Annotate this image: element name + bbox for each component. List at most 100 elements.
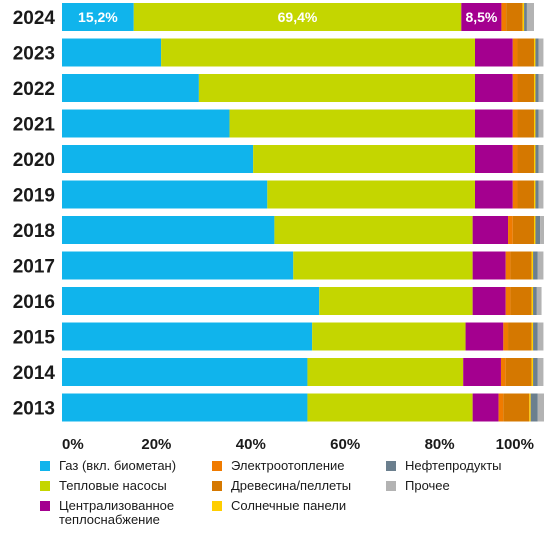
legend-swatch — [40, 481, 50, 491]
bar-segment — [319, 287, 473, 315]
bar-segment — [161, 38, 475, 67]
bar-segment — [505, 358, 532, 386]
bar-segment — [62, 180, 268, 209]
bar-segment — [62, 109, 230, 138]
bar-segment — [475, 38, 513, 67]
bar-segment — [505, 287, 511, 315]
bar-segment — [517, 180, 534, 209]
bar-segment — [472, 287, 506, 315]
bar-segment — [503, 393, 530, 422]
bar-segment — [534, 145, 536, 173]
y-tick-label: 2013 — [13, 399, 55, 420]
bar-row — [62, 216, 544, 244]
bar-segment — [531, 358, 534, 386]
bar-segment — [538, 180, 544, 209]
legend-item: Нефтепродукты — [386, 459, 502, 473]
bar-row — [62, 38, 544, 67]
bar-segment — [62, 358, 308, 386]
bar-segment — [538, 109, 544, 138]
bar-segment — [312, 322, 466, 351]
legend-swatch — [212, 501, 222, 511]
bar-segment — [535, 180, 539, 209]
bar-segment — [534, 180, 536, 209]
legend-item: Газ (вкл. биометан) — [40, 459, 176, 473]
bar-segment — [531, 251, 534, 280]
bar-segment — [472, 251, 506, 280]
bar-segment — [533, 287, 537, 315]
bar-segment — [531, 322, 534, 351]
bar-segment — [535, 109, 539, 138]
bar-segment — [533, 358, 538, 386]
bar-segment — [517, 145, 534, 173]
bars-layer — [62, 3, 544, 422]
bar-segment — [538, 74, 544, 102]
bar-segment — [535, 74, 539, 102]
bar-segment — [512, 74, 518, 102]
bar-segment — [533, 251, 538, 280]
legend-swatch — [386, 461, 396, 471]
bar-segment — [533, 322, 538, 351]
bar-segment — [512, 109, 518, 138]
bar-row — [62, 358, 544, 386]
bar-segment — [517, 38, 534, 67]
y-tick-label: 2022 — [13, 79, 55, 100]
x-axis-ticks: 0% 20% 40% 60% 80% 100% — [62, 436, 534, 453]
bar-segment — [475, 74, 513, 102]
bar-segment — [62, 216, 275, 244]
bar-segment — [503, 322, 509, 351]
bar-segment — [62, 393, 308, 422]
bar-row — [62, 393, 544, 422]
bar-row — [62, 145, 544, 173]
bar-segment — [475, 109, 513, 138]
bar-segment — [534, 109, 536, 138]
bar-segment — [517, 74, 534, 102]
legend-label: Древесина/пеллеты — [231, 478, 352, 493]
bar-segment — [62, 38, 162, 67]
bar-segment — [500, 358, 506, 386]
bar-segment — [538, 145, 544, 173]
bar-segment — [537, 393, 544, 422]
bar-segment — [535, 145, 539, 173]
legend-item: Прочее — [386, 479, 450, 493]
x-tick-label: 100% — [496, 436, 534, 453]
bar-row — [62, 322, 544, 351]
bar-segment — [475, 180, 513, 209]
bar-segment — [274, 216, 473, 244]
bar-segment — [538, 38, 544, 67]
bar-segment — [506, 3, 523, 31]
bar-segment — [510, 251, 532, 280]
bar-segment — [133, 3, 462, 31]
bar-segment — [62, 322, 313, 351]
bar-segment — [510, 287, 532, 315]
y-tick-label: 2019 — [13, 186, 55, 207]
y-tick-label: 2016 — [13, 292, 55, 313]
bar-segment — [540, 216, 544, 244]
bar-segment — [529, 393, 531, 422]
bar-segment — [475, 145, 513, 173]
legend-swatch — [386, 481, 396, 491]
bar-segment — [530, 393, 538, 422]
bar-segment — [472, 393, 499, 422]
legend-label: Тепловые насосы — [59, 478, 167, 493]
data-label: 15,2% — [78, 9, 118, 25]
legend-item: Централизованное теплоснабжение — [40, 499, 180, 527]
bar-segment — [62, 145, 254, 173]
bar-row — [62, 74, 544, 102]
bar-segment — [526, 3, 534, 31]
x-tick-label: 20% — [141, 436, 171, 453]
y-tick-label: 2021 — [13, 115, 56, 136]
legend-swatch — [40, 461, 50, 471]
bar-row — [62, 3, 534, 31]
bar-segment — [522, 3, 525, 31]
bar-row — [62, 180, 544, 209]
legend-label: Прочее — [405, 478, 450, 493]
y-tick-label: 2015 — [13, 328, 56, 349]
legend: Газ (вкл. биометан) Тепловые насосы Центра… — [40, 459, 540, 531]
bar-segment — [535, 38, 539, 67]
bar-segment — [307, 358, 464, 386]
bar-segment — [512, 180, 518, 209]
bar-segment — [307, 393, 473, 422]
y-tick-label: 2014 — [13, 363, 56, 384]
bar-segment — [512, 38, 518, 67]
